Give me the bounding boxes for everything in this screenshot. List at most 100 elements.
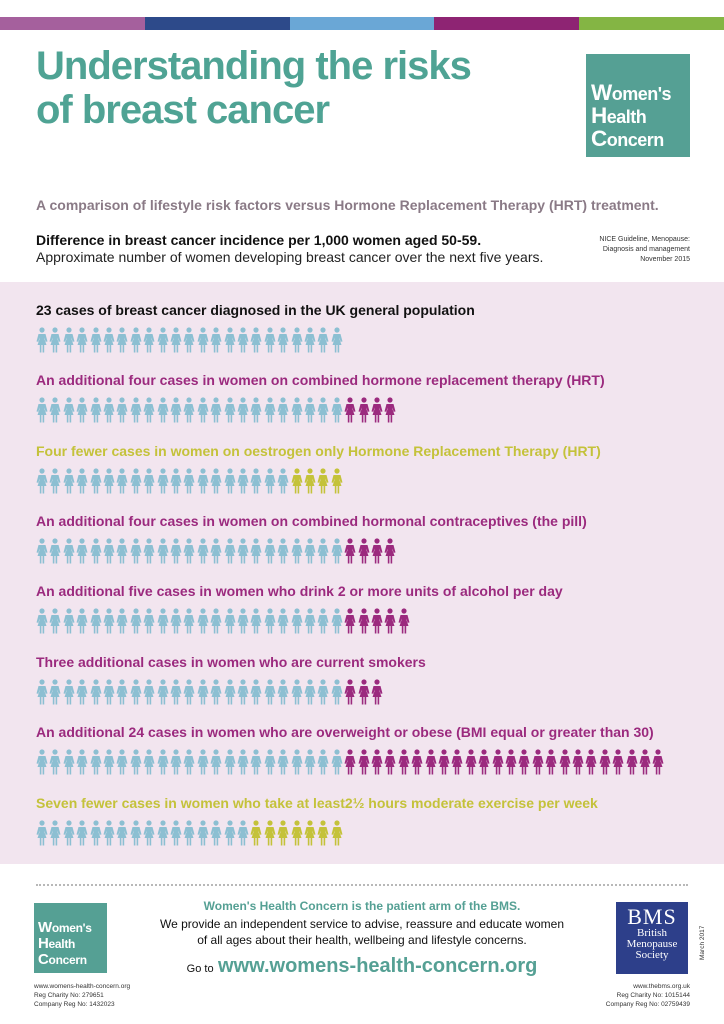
person-icon-highlight <box>626 749 638 775</box>
person-icon <box>103 749 115 775</box>
row-title: An additional four cases in women on com… <box>36 372 605 388</box>
person-icon <box>143 820 155 846</box>
person-icon-highlight <box>250 820 262 846</box>
person-icon-highlight <box>384 749 396 775</box>
person-icon <box>143 397 155 423</box>
person-icon <box>183 327 195 353</box>
person-icon <box>237 608 249 634</box>
person-icon <box>49 679 61 705</box>
person-icon <box>224 749 236 775</box>
person-icon-highlight <box>344 749 356 775</box>
person-icon <box>157 538 169 564</box>
person-icon <box>90 468 102 494</box>
row-title: Four fewer cases in women on oestrogen o… <box>36 443 601 459</box>
person-icon <box>183 608 195 634</box>
person-icon-highlight <box>478 749 490 775</box>
person-icon <box>210 749 222 775</box>
person-icon <box>304 327 316 353</box>
person-icon <box>224 608 236 634</box>
person-icon-highlight <box>465 749 477 775</box>
person-icon-highlight <box>545 749 557 775</box>
person-icon <box>63 468 75 494</box>
dotted-divider <box>36 884 688 886</box>
person-icon <box>103 679 115 705</box>
bar-segment <box>0 17 145 30</box>
person-icon <box>291 749 303 775</box>
person-icon <box>197 820 209 846</box>
footer-tagline: Women's Health Concern is the patient ar… <box>203 899 521 913</box>
subtitle: A comparison of lifestyle risk factors v… <box>36 197 659 213</box>
person-icon-highlight <box>572 749 584 775</box>
person-icon <box>36 820 48 846</box>
person-icon-highlight <box>384 538 396 564</box>
person-icon <box>170 608 182 634</box>
person-icon <box>210 397 222 423</box>
person-icon <box>116 820 128 846</box>
person-icon <box>90 749 102 775</box>
website-link[interactable]: www.womens-health-concern.org <box>218 955 538 977</box>
person-icon <box>130 397 142 423</box>
person-icon <box>250 538 262 564</box>
person-icon <box>116 397 128 423</box>
person-icon <box>76 679 88 705</box>
person-icon <box>237 679 249 705</box>
person-icon <box>277 749 289 775</box>
person-icon-highlight <box>344 538 356 564</box>
person-icon <box>237 820 249 846</box>
person-icon <box>331 327 343 353</box>
person-icon <box>49 327 61 353</box>
person-icon-highlight <box>358 679 370 705</box>
person-icon-highlight <box>384 608 396 634</box>
person-icon <box>317 327 329 353</box>
person-icon-highlight <box>652 749 664 775</box>
person-icon <box>157 327 169 353</box>
person-icon <box>157 397 169 423</box>
person-icon-highlight <box>304 820 316 846</box>
person-icon-highlight <box>585 749 597 775</box>
person-icon <box>317 538 329 564</box>
person-icon-highlight <box>411 749 423 775</box>
person-icon <box>103 608 115 634</box>
person-icon-highlight <box>384 397 396 423</box>
person-icon-highlight <box>317 468 329 494</box>
person-icon-highlight <box>505 749 517 775</box>
person-icon <box>170 538 182 564</box>
person-icon <box>76 749 88 775</box>
person-icon <box>157 608 169 634</box>
person-icon <box>291 397 303 423</box>
person-icon <box>304 679 316 705</box>
person-icon <box>264 749 276 775</box>
footer-body: We provide an independent service to adv… <box>159 917 565 947</box>
person-icon <box>210 538 222 564</box>
person-icon-highlight <box>344 679 356 705</box>
bar-segment <box>434 17 580 30</box>
person-icon <box>277 608 289 634</box>
bar-segment <box>144 17 290 30</box>
person-icon <box>170 468 182 494</box>
person-icon <box>90 608 102 634</box>
person-icon <box>277 538 289 564</box>
person-icon-highlight <box>344 397 356 423</box>
person-icon <box>183 397 195 423</box>
person-icon <box>36 679 48 705</box>
person-icon <box>264 397 276 423</box>
person-icon <box>103 538 115 564</box>
person-icon <box>90 679 102 705</box>
person-icon <box>90 538 102 564</box>
person-icon <box>36 397 48 423</box>
person-icon-highlight <box>451 749 463 775</box>
person-icon <box>237 327 249 353</box>
bms-info: www.thebms.org.uk Reg Charity No: 101514… <box>605 983 690 1008</box>
person-icon <box>76 468 88 494</box>
person-icon-highlight <box>532 749 544 775</box>
person-icon <box>250 397 262 423</box>
person-icon <box>76 538 88 564</box>
person-icon <box>49 820 61 846</box>
person-icon-highlight <box>358 608 370 634</box>
person-icon <box>130 820 142 846</box>
person-icon <box>331 538 343 564</box>
person-icon-highlight <box>599 749 611 775</box>
person-icon <box>197 608 209 634</box>
person-icon-highlight <box>425 749 437 775</box>
person-icon <box>183 820 195 846</box>
